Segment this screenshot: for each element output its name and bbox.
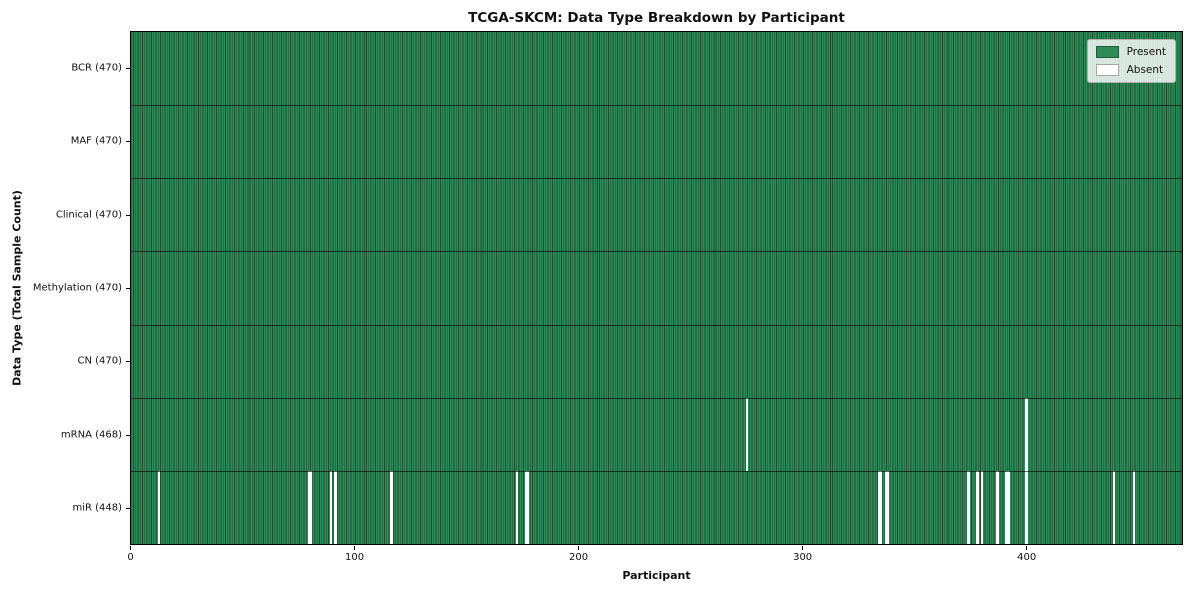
absent-cell-mir-177 bbox=[526, 470, 530, 544]
x-tick-mark-0 bbox=[130, 546, 131, 550]
y-tick-label-maf: MAF (470) bbox=[70, 135, 122, 147]
absent-cell-mir-387 bbox=[996, 470, 999, 544]
legend-label-present: Present bbox=[1126, 46, 1166, 58]
x-tick-mark-100 bbox=[354, 546, 356, 550]
row-mir bbox=[131, 470, 1182, 544]
x-tick-mark-200 bbox=[578, 546, 580, 550]
plot-area: Present Absent bbox=[130, 31, 1183, 545]
y-tick-mark-mir bbox=[126, 508, 130, 510]
row-bcr bbox=[131, 32, 1182, 106]
absent-cell-mir-91 bbox=[334, 470, 337, 544]
absent-cell-mir-89 bbox=[330, 470, 333, 544]
y-tick-label-bcr: BCR (470) bbox=[71, 62, 122, 74]
legend-item-absent: Absent bbox=[1095, 64, 1166, 76]
y-tick-label-mrna: mRNA (468) bbox=[60, 429, 122, 441]
x-tick-label-0: 0 bbox=[127, 552, 134, 563]
row-separator bbox=[131, 470, 1182, 472]
y-tick-mark-bcr bbox=[126, 67, 130, 69]
y-tick-mark-maf bbox=[126, 141, 130, 143]
row-clinical bbox=[131, 178, 1182, 252]
absent-cell-mir-338 bbox=[886, 470, 890, 544]
absent-cell-mir-79 bbox=[307, 470, 310, 544]
x-tick-label-100: 100 bbox=[344, 552, 365, 563]
row-methylation bbox=[131, 251, 1182, 325]
absent-cell-mir-448 bbox=[1132, 470, 1136, 544]
absent-cell-mir-80 bbox=[309, 470, 313, 544]
absent-cell-mrna-400 bbox=[1025, 397, 1028, 471]
y-tick-label-cn: CN (470) bbox=[77, 355, 122, 367]
absent-cell-mir-380 bbox=[980, 470, 983, 544]
y-tick-mark-cn bbox=[126, 361, 130, 363]
y-tick-label-mir: miR (448) bbox=[72, 502, 122, 514]
absent-cell-mir-12 bbox=[157, 470, 161, 544]
legend: Present Absent bbox=[1086, 39, 1176, 83]
absent-cell-mir-176 bbox=[524, 470, 527, 544]
row-separator bbox=[131, 178, 1182, 180]
absent-cell-mir-374 bbox=[967, 470, 970, 544]
x-tick-label-300: 300 bbox=[793, 552, 813, 563]
y-tick-label-methylation: Methylation (470) bbox=[32, 282, 122, 294]
row-mrna bbox=[131, 397, 1182, 471]
y-tick-mark-methylation bbox=[126, 288, 130, 289]
absent-cell-mir-392 bbox=[1007, 470, 1010, 544]
row-separator bbox=[131, 397, 1182, 399]
x-axis-label: Participant bbox=[622, 569, 691, 582]
y-tick-mark-clinical bbox=[126, 214, 130, 216]
absent-cell-mir-400 bbox=[1025, 470, 1028, 544]
x-tick-label-200: 200 bbox=[569, 552, 589, 563]
x-tick-label-400: 400 bbox=[1017, 552, 1037, 563]
y-tick-mark-mrna bbox=[126, 434, 130, 436]
y-tick-label-clinical: Clinical (470) bbox=[55, 209, 122, 221]
present-swatch bbox=[1095, 46, 1119, 58]
absent-cell-mir-116 bbox=[390, 470, 393, 544]
chart-title: TCGA-SKCM: Data Type Breakdown by Partic… bbox=[468, 10, 845, 26]
absent-cell-mir-334 bbox=[877, 470, 881, 544]
x-tick-mark-300 bbox=[802, 546, 804, 550]
absent-swatch bbox=[1095, 64, 1119, 76]
absent-cell-mrna-275 bbox=[745, 397, 749, 471]
legend-item-present: Present bbox=[1095, 46, 1166, 58]
row-cn bbox=[131, 324, 1182, 398]
legend-label-absent: Absent bbox=[1126, 64, 1164, 76]
row-separator bbox=[131, 251, 1182, 253]
row-separator bbox=[131, 324, 1182, 326]
row-maf bbox=[131, 105, 1182, 179]
x-tick-mark-400 bbox=[1026, 546, 1028, 550]
row-separator bbox=[131, 105, 1182, 107]
absent-cell-mir-391 bbox=[1005, 470, 1008, 544]
absent-cell-mir-335 bbox=[880, 470, 883, 544]
absent-cell-mir-337 bbox=[884, 470, 887, 544]
absent-cell-mir-172 bbox=[515, 470, 518, 544]
absent-cell-mir-439 bbox=[1112, 470, 1115, 544]
heatmap-rows bbox=[131, 32, 1182, 544]
absent-cell-mir-378 bbox=[976, 470, 979, 544]
